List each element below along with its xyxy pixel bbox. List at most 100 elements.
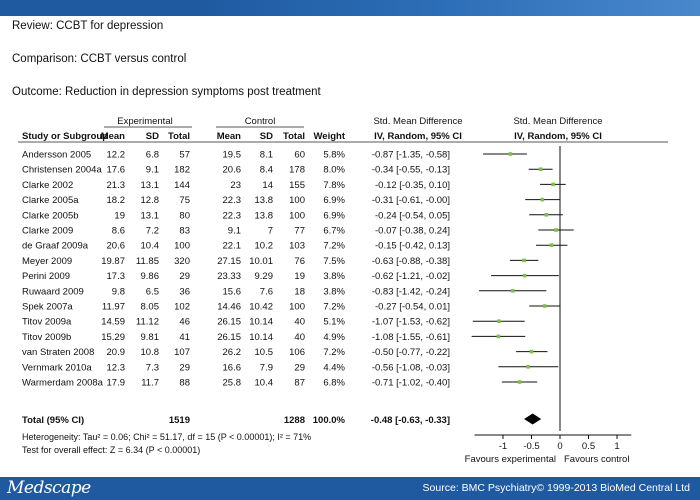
cell-exp-sd: 12.8 [141,195,160,206]
forest-plot: Experimental Control Std. Mean Differenc… [18,116,668,465]
x-tick-label: 0 [557,441,562,452]
study-name: Clarke 2005a [22,195,79,206]
cell-ctl-total: 100 [289,210,305,221]
cell-weight: 6.8% [323,378,345,389]
cell-ctl-total: 18 [294,286,305,297]
summary-diamond [524,413,542,425]
study-name: Vernmark 2010a [22,362,92,373]
study-row: de Graaf 2009a 20.6 10.4 100 22.1 10.2 103 7.2%… [22,241,450,252]
study-name: Clarke 2005b [22,210,79,221]
point-estimate [540,197,545,202]
study-row: Ruwaard 2009 9.8 6.5 36 15.6 7.6 18 3.8% -0.83 [… [22,286,450,297]
cell-ctl-mean: 19.5 [223,150,242,161]
study-name: Christensen 2004a [22,165,102,176]
cell-ctl-total: 76 [294,256,305,267]
col-header-exp-mean: Mean [101,131,125,142]
point-estimate [522,258,526,263]
cell-exp-sd: 6.5 [146,286,159,297]
cell-exp-sd: 9.86 [141,271,160,282]
cell-weight: 7.2% [323,302,345,313]
study-name: Meyer 2009 [22,256,72,267]
group-header-control: Control [245,116,276,127]
cell-exp-total: 320 [174,256,190,267]
cell-ctl-sd: 10.42 [249,302,273,313]
study-name: Perini 2009 [22,271,70,282]
cell-ctl-mean: 9.1 [228,226,241,237]
cell-ci-text: -0.07 [-0.38, 0.24] [375,226,450,237]
cell-exp-mean: 21.3 [107,180,126,191]
cell-weight: 7.8% [323,180,345,191]
study-row: Vernmark 2010a 12.3 7.3 29 16.6 7.9 29 4.4% -0.5… [22,362,450,373]
cell-exp-sd: 9.1 [146,165,159,176]
cell-ci-text: -0.50 [-0.77, -0.22] [372,347,450,358]
cell-exp-total: 75 [179,195,190,206]
cell-ci-text: -0.56 [-1.08, -0.03] [372,362,450,373]
cell-ctl-sd: 7.6 [260,286,273,297]
group-header-experimental: Experimental [117,116,172,127]
comparison-title: Comparison: CCBT versus control [12,53,187,65]
cell-ctl-sd: 13.8 [255,210,274,221]
cell-ci-text: -0.27 [-0.54, 0.01] [375,302,450,313]
top-banner [0,0,700,16]
cell-ctl-total: 103 [289,241,305,252]
cell-exp-mean: 12.2 [107,150,126,161]
bottom-banner: Medscape Source: BMC Psychiatry© 1999-20… [0,477,700,500]
cell-ctl-total: 77 [294,226,305,237]
study-name: Warmerdam 2008a [22,378,104,389]
cell-weight: 3.8% [323,286,345,297]
cell-ci-text: -1.07 [-1.53, -0.62] [372,317,450,328]
cell-exp-total: 41 [179,332,190,343]
col-header-ctl-sd: SD [260,131,273,142]
cell-exp-mean: 9.8 [112,286,125,297]
study-row: Spek 2007a 11.97 8.05 102 14.46 10.42 100 7.2% -… [22,302,450,313]
cell-ctl-mean: 16.6 [223,362,242,373]
cell-ctl-sd: 7.9 [260,362,273,373]
col-header-exp-sd: SD [146,131,159,142]
study-row: Clarke 2005b 19 13.1 80 22.3 13.8 100 6.9% -0.24… [22,210,450,221]
cell-ctl-total: 106 [289,347,305,358]
cell-ci-text: -0.71 [-1.02, -0.40] [372,378,450,389]
cell-ctl-total: 100 [289,195,305,206]
cell-exp-sd: 11.7 [141,378,159,389]
study-row: Clarke 2005a 18.2 12.8 75 22.3 13.8 100 6.9% -0.… [22,195,450,206]
cell-ctl-sd: 10.14 [249,317,273,328]
favours-control-label: Favours control [564,454,629,465]
point-estimate [508,152,513,156]
cell-exp-mean: 18.2 [107,195,126,206]
plot-area: -1 -0.5 0 0.5 1 Favours experimental Favours c… [465,146,632,465]
col-header-study: Study or Subgroup [22,131,108,142]
study-row: Clarke 2002 21.3 13.1 144 23 14 155 7.8% -0.12 [… [22,180,450,191]
plot-header-title: Std. Mean Difference [513,116,602,127]
col-header-ctl-total: Total [283,131,305,142]
cell-exp-sd: 7.3 [146,362,159,373]
cell-ci-text: -0.83 [-1.42, -0.24] [372,286,450,297]
cell-exp-sd: 13.1 [141,180,160,191]
cell-exp-sd: 10.4 [141,241,160,252]
x-tick-label: 0.5 [582,441,595,452]
cell-ctl-sd: 10.5 [255,347,274,358]
smd-header-subtitle: IV, Random, 95% CI [374,131,462,142]
cell-ctl-total: 155 [289,180,305,191]
cell-exp-total: 182 [174,165,190,176]
cell-exp-sd: 9.81 [141,332,160,343]
point-estimate [551,182,555,187]
cell-exp-sd: 11.12 [136,317,159,328]
cell-ctl-sd: 10.14 [249,332,273,343]
cell-exp-total: 102 [174,302,190,313]
cell-ctl-mean: 22.3 [223,210,242,221]
cell-ci-text: -0.62 [-1.21, -0.02] [372,271,450,282]
study-row: Warmerdam 2008a 17.9 11.7 88 25.8 10.4 87 6.8% -… [22,378,450,389]
cell-ci-text: -0.87 [-1.35, -0.58] [372,150,450,161]
point-estimate [517,380,522,384]
study-row: Titov 2009b 15.29 9.81 41 26.15 10.14 40 4.9% -1… [22,332,450,343]
point-estimate [554,228,558,232]
study-row: Christensen 2004a 17.6 9.1 182 20.6 8.4 178 8.0… [22,165,450,176]
cell-ctl-mean: 27.15 [217,256,241,267]
study-name: Titov 2009b [22,332,71,343]
cell-ci-text: -0.12 [-0.35, 0.10] [375,180,450,191]
cell-ctl-mean: 15.6 [223,286,242,297]
cell-exp-sd: 8.05 [141,302,160,313]
x-tick-label: -0.5 [523,441,539,452]
review-title: Review: CCBT for depression [12,20,164,32]
